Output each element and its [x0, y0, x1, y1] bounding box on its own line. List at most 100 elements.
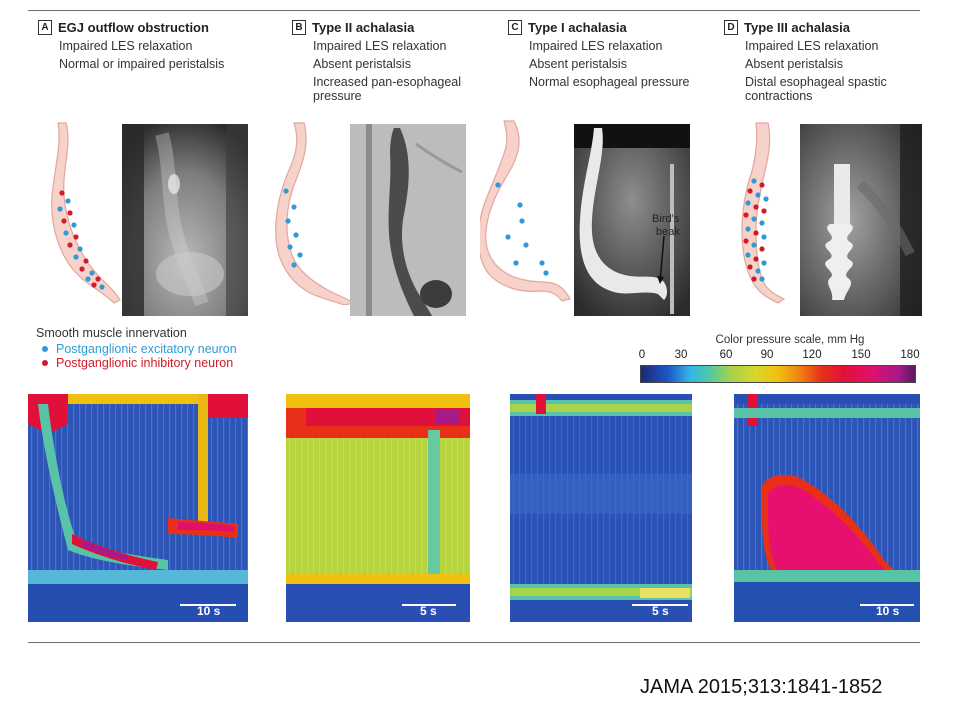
innervation-legend: Smooth muscle innervation Postganglionic…	[36, 326, 237, 370]
inhibitory-dot	[743, 238, 749, 244]
inhibitory-dot	[73, 234, 79, 240]
annotation-line1: Bird’s	[652, 213, 680, 225]
time-scale-label-c: 5 s	[652, 604, 669, 618]
excitatory-dot	[99, 284, 105, 290]
esophagus-shape	[275, 122, 356, 305]
annotation-line2: beak	[656, 226, 680, 238]
excitatory-dot	[519, 218, 525, 224]
excitatory-dot	[745, 252, 751, 258]
inhibitory-dot	[753, 256, 759, 262]
neuron-dots	[57, 190, 105, 290]
time-scale-label-a: 10 s	[197, 604, 221, 618]
xray-image-a	[122, 124, 248, 316]
panel-line: Distal esophageal spastic	[745, 75, 887, 89]
panel-line: Impaired LES relaxation	[745, 39, 879, 53]
excitatory-dot	[755, 268, 761, 274]
panel-line: Absent peristalsis	[745, 57, 843, 71]
hrm-plot-d	[734, 394, 920, 622]
panel-line: Increased pan-esophageal	[313, 75, 462, 89]
inhibitory-dot	[61, 218, 67, 224]
scale-tick: 120	[802, 349, 822, 361]
excitatory-dot	[745, 200, 751, 206]
excitatory-dot	[57, 206, 63, 212]
panel-title: Type I achalasia	[528, 20, 627, 35]
xray-image-b	[350, 124, 466, 316]
excitatory-dot	[751, 216, 757, 222]
xray-image-c: Bird’s beak	[574, 124, 690, 316]
esophagus-illustration-d	[741, 122, 786, 304]
excitatory-dot	[513, 260, 519, 266]
esophagus-shape	[741, 122, 786, 304]
panel-line: pressure	[313, 89, 362, 103]
excitatory-dot	[63, 230, 69, 236]
panel-title: EGJ outflow obstruction	[58, 20, 209, 35]
scale-tick: 150	[851, 349, 871, 361]
panel-line: Absent peristalsis	[313, 57, 411, 71]
esophagus-shape	[480, 120, 571, 302]
scale-tick: 90	[760, 349, 774, 361]
hrm-plot-c	[510, 394, 692, 622]
excitatory-dot	[751, 178, 757, 184]
time-scale-label-b: 5 s	[420, 604, 437, 618]
inhibitory-dot	[95, 276, 101, 282]
excitatory-dot	[761, 234, 767, 240]
scale-tick: 60	[719, 349, 733, 361]
excitatory-dot	[42, 346, 48, 352]
inhibitory-dot	[91, 282, 97, 288]
time-scale-label-d: 10 s	[876, 604, 900, 618]
inhibitory-dot	[759, 182, 765, 188]
excitatory-dot	[73, 254, 79, 260]
excitatory-dot	[297, 252, 303, 258]
esophagus-illustration-a	[51, 122, 121, 304]
scale-ticks: 0 30 60 90 120 150 180	[638, 349, 920, 365]
inhibitory-dot	[753, 204, 759, 210]
inhibitory-dot	[743, 212, 749, 218]
annotation-arrow	[659, 235, 665, 283]
inhibitory-dot	[79, 266, 85, 272]
inhibitory-dot	[761, 208, 767, 214]
excitatory-dot	[287, 244, 293, 250]
panel-d-header: D Type III achalasia Impaired LES relaxat…	[724, 20, 934, 103]
excitatory-dot	[71, 222, 77, 228]
inhibitory-dot	[747, 188, 753, 194]
neuron-dots	[743, 178, 769, 282]
legend-item: Postganglionic inhibitory neuron	[42, 356, 237, 370]
pressure-color-scale: Color pressure scale, mm Hg 0 30 60 90 1…	[638, 334, 920, 383]
excitatory-dot	[523, 242, 529, 248]
panel-title: Type II achalasia	[312, 20, 415, 35]
scale-tick: 30	[674, 349, 688, 361]
excitatory-dot	[85, 276, 91, 282]
excitatory-dot	[539, 260, 545, 266]
excitatory-dot	[543, 270, 549, 276]
inhibitory-dot	[42, 360, 48, 366]
panel-c-header: C Type I achalasia Impaired LES relaxatio…	[508, 20, 718, 89]
time-scale-bar-b	[402, 604, 456, 606]
legend-title: Smooth muscle innervation	[36, 326, 187, 340]
inhibitory-dot	[747, 264, 753, 270]
panel-title: Type III achalasia	[744, 20, 850, 35]
inhibitory-dot	[83, 258, 89, 264]
excitatory-dot	[89, 270, 95, 276]
scale-tick: 0	[638, 349, 646, 361]
inhibitory-dot	[59, 190, 65, 196]
neuron-dots	[495, 182, 549, 276]
annotation-arrowhead	[657, 276, 664, 284]
excitatory-dot	[293, 232, 299, 238]
excitatory-dot	[285, 218, 291, 224]
excitatory-dot	[759, 276, 765, 282]
excitatory-dot	[763, 196, 769, 202]
panel-b-header: B Type II achalasia Impaired LES relaxati…	[292, 20, 502, 103]
time-scale-bar-c	[632, 604, 688, 606]
neuron-dots	[283, 188, 303, 268]
panel-line: Impaired LES relaxation	[313, 39, 447, 53]
excitatory-dot	[517, 202, 523, 208]
inhibitory-dot	[67, 242, 73, 248]
excitatory-dot	[751, 242, 757, 248]
excitatory-dot	[745, 226, 751, 232]
panel-line: Normal or impaired peristalsis	[59, 57, 225, 71]
legend-label: Postganglionic excitatory neuron	[56, 342, 237, 356]
esophagus-illustration-b	[275, 122, 356, 305]
time-scale-bar-d	[860, 604, 914, 606]
panel-letter: B	[292, 20, 306, 35]
excitatory-dot	[77, 246, 83, 252]
